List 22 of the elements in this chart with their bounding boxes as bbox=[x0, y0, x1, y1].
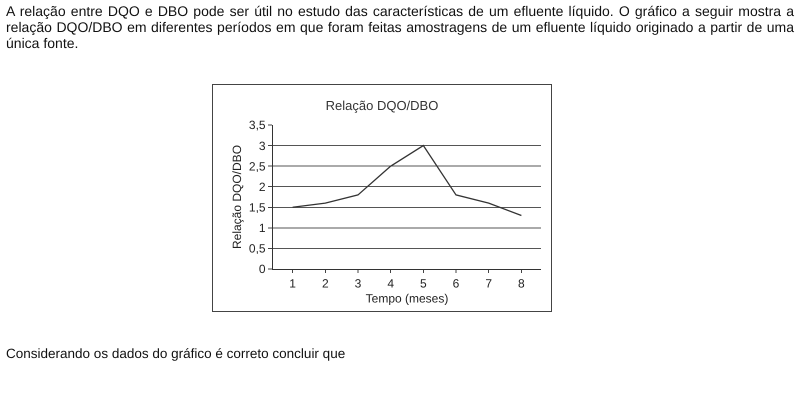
x-tick-label: 1 bbox=[289, 276, 296, 290]
x-tick-label: 6 bbox=[452, 276, 460, 290]
x-tick-label: 7 bbox=[485, 276, 492, 290]
text: A relação entre DQO e DBO pode ser útil no estudo das características de um efluente líquido. O gráfico a seguir mostra a relação DQO/DBO em diferentes períodos em que foram feitas amostragens de um efluente líquido originado a partir de uma única fonte. bbox=[6, 3, 794, 51]
text: Considerando os dados do gráfico é correto concluir que bbox=[6, 346, 346, 361]
x-tick-label: 3 bbox=[354, 276, 362, 290]
x-axis-title: Tempo (meses) bbox=[366, 291, 448, 306]
x-tick-label: 4 bbox=[387, 276, 394, 290]
x-tick-label: 8 bbox=[518, 276, 526, 290]
y-tick-label: 3 bbox=[258, 138, 266, 153]
y-axis-title: Relação DQO/DBO bbox=[230, 144, 244, 250]
chart-title: Relação DQO/DBO bbox=[326, 98, 438, 113]
y-tick-label: 3,5 bbox=[248, 118, 266, 132]
y-tick-label: 2 bbox=[258, 180, 266, 194]
x-tick-label: 2 bbox=[322, 276, 329, 290]
y-tick-label: 1 bbox=[258, 221, 266, 236]
y-tick-label: 0,5 bbox=[248, 242, 266, 256]
y-tick-label: 0 bbox=[258, 262, 266, 276]
x-tick-label: 5 bbox=[420, 276, 427, 290]
line-series bbox=[292, 144, 522, 216]
y-tick-label: 2,5 bbox=[248, 159, 266, 174]
y-tick-label: 1,5 bbox=[248, 200, 266, 214]
